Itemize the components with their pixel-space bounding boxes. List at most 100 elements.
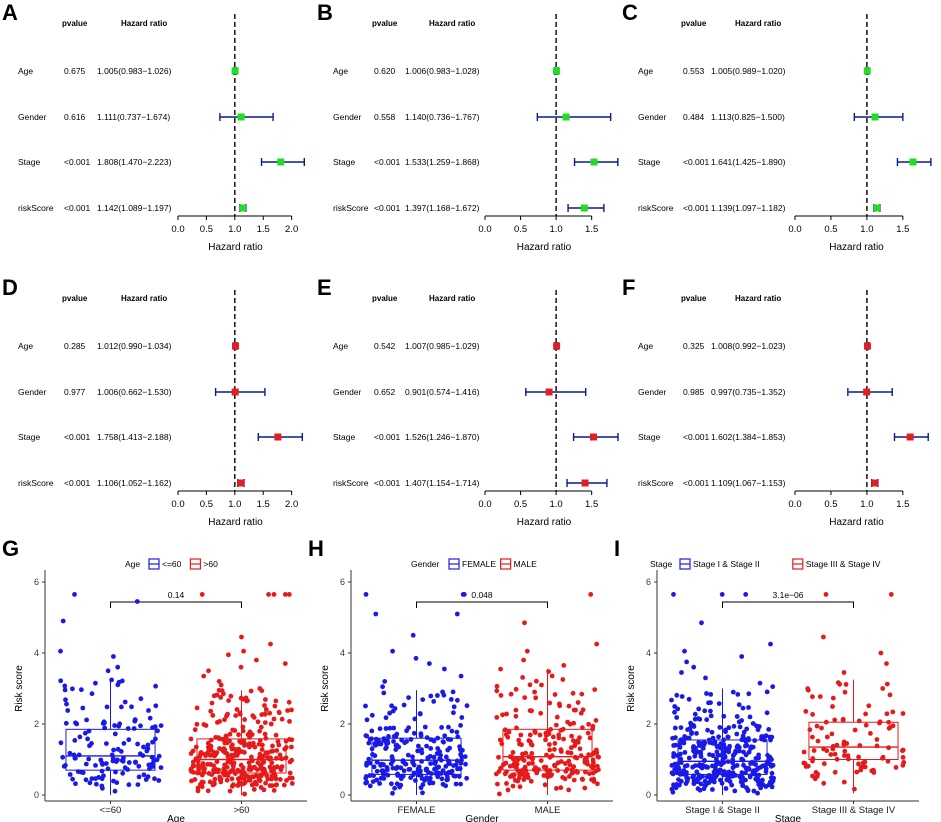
data-point bbox=[70, 776, 75, 782]
data-point bbox=[771, 775, 776, 781]
data-point bbox=[674, 692, 680, 698]
data-point bbox=[383, 746, 388, 751]
data-point bbox=[240, 724, 246, 730]
data-point bbox=[386, 734, 391, 739]
data-point bbox=[271, 592, 277, 597]
data-point bbox=[863, 711, 868, 717]
data-point bbox=[269, 760, 275, 766]
data-point bbox=[697, 716, 703, 722]
data-point bbox=[254, 657, 259, 663]
data-point bbox=[516, 737, 522, 743]
data-point bbox=[286, 699, 292, 705]
data-point bbox=[406, 725, 411, 731]
data-point bbox=[830, 704, 835, 709]
data-point bbox=[262, 731, 268, 737]
data-point bbox=[201, 673, 207, 679]
data-point bbox=[217, 777, 223, 783]
data-point bbox=[192, 777, 198, 782]
data-point bbox=[856, 761, 861, 767]
data-point bbox=[60, 618, 66, 624]
data-point bbox=[497, 791, 502, 797]
data-point bbox=[102, 720, 107, 726]
data-point bbox=[72, 738, 78, 743]
data-point bbox=[532, 728, 538, 734]
data-point bbox=[190, 759, 196, 765]
data-point bbox=[743, 752, 749, 758]
data-point bbox=[374, 759, 380, 765]
row-label: Age bbox=[333, 66, 348, 76]
hazard-ratio-marker bbox=[553, 67, 561, 75]
data-point bbox=[145, 746, 151, 751]
data-point bbox=[405, 752, 411, 758]
data-point bbox=[192, 727, 198, 733]
data-point bbox=[227, 731, 233, 737]
data-point bbox=[194, 721, 200, 727]
data-point bbox=[212, 776, 218, 782]
panel-letter: G bbox=[2, 536, 19, 561]
y-tick-label: 6 bbox=[34, 577, 39, 587]
data-point bbox=[689, 730, 694, 735]
data-point bbox=[377, 726, 383, 732]
data-point bbox=[566, 758, 572, 764]
y-tick-label: 2 bbox=[340, 719, 345, 729]
data-point bbox=[519, 742, 524, 748]
data-point bbox=[580, 725, 585, 731]
data-point bbox=[830, 746, 836, 752]
data-point bbox=[435, 735, 441, 741]
data-point bbox=[505, 734, 511, 740]
data-point bbox=[810, 734, 815, 740]
data-point bbox=[756, 724, 762, 729]
data-point bbox=[222, 747, 228, 753]
data-point bbox=[677, 744, 683, 750]
y-axis-label: Risk score bbox=[320, 665, 331, 712]
data-point bbox=[76, 752, 82, 758]
data-point bbox=[752, 738, 758, 743]
hazard-ratio-header: Hazard ratio bbox=[735, 19, 781, 28]
data-point bbox=[706, 737, 712, 743]
data-point bbox=[594, 747, 599, 753]
x-axis-label: Hazard ratio bbox=[517, 242, 572, 253]
hazard-ratio-ci-text: 1.140(0.736−1.767) bbox=[405, 112, 480, 122]
data-point bbox=[152, 724, 158, 730]
data-point bbox=[203, 723, 209, 728]
data-point bbox=[672, 709, 677, 715]
hazard-ratio-marker bbox=[231, 67, 239, 75]
data-point bbox=[900, 755, 906, 760]
data-point bbox=[756, 755, 761, 761]
boxplot-g: G Age <=60 >60 0 2 4 6 Risk score 0.14 <=60 >60 Age bbox=[2, 536, 307, 822]
data-point bbox=[443, 754, 449, 760]
data-point bbox=[769, 770, 775, 776]
legend-label: FEMALE bbox=[462, 559, 496, 569]
x-tick-label: 0.5 bbox=[824, 224, 837, 235]
data-point bbox=[282, 592, 288, 597]
data-point bbox=[399, 737, 405, 743]
data-point bbox=[701, 786, 707, 792]
data-point bbox=[571, 777, 577, 783]
x-tick-label: 1.0 bbox=[228, 499, 241, 510]
data-point bbox=[526, 738, 532, 744]
data-point bbox=[694, 731, 699, 736]
hazard-ratio-ci-text: 1.533(1.259−1.868) bbox=[405, 157, 480, 167]
data-point bbox=[672, 767, 678, 772]
y-tick-label: 2 bbox=[34, 719, 39, 729]
data-point bbox=[211, 693, 217, 699]
x-axis-label: Hazard ratio bbox=[208, 242, 263, 253]
p-value: <0.001 bbox=[374, 203, 401, 213]
data-point bbox=[398, 765, 404, 771]
data-point bbox=[756, 772, 762, 778]
data-point bbox=[419, 776, 425, 781]
row-label: Age bbox=[638, 66, 653, 76]
data-point bbox=[214, 759, 220, 765]
data-point bbox=[830, 695, 836, 701]
data-point bbox=[539, 682, 544, 688]
data-point bbox=[229, 752, 235, 758]
data-point bbox=[135, 741, 141, 747]
data-point bbox=[534, 768, 540, 774]
data-point bbox=[240, 728, 246, 734]
data-point bbox=[718, 745, 724, 751]
data-point bbox=[857, 743, 863, 748]
data-point bbox=[410, 632, 416, 638]
data-point bbox=[104, 704, 110, 710]
data-point bbox=[289, 757, 295, 763]
data-point bbox=[731, 723, 737, 729]
